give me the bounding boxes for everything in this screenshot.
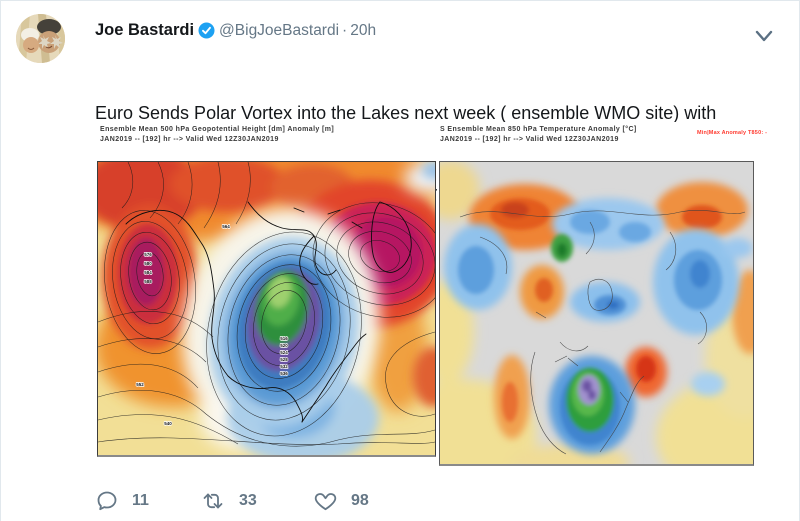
svg-text:536: 536 (280, 371, 288, 376)
minmax-anomaly-label: Min|Max Anomaly T850: - (697, 130, 768, 136)
svg-text:520: 520 (280, 343, 288, 348)
svg-text:552: 552 (136, 382, 144, 387)
tweet-text-line: Euro Sends Polar Vortex into the Lakes n… (95, 103, 717, 123)
map-left-title: Ensemble Mean 500 hPa Geopotential Heigh… (100, 126, 335, 143)
reply-button[interactable]: 11 (95, 489, 149, 513)
map-500hpa-image: 576 580 584 588 516 520 524 528 532 536 … (97, 161, 436, 457)
engagement-bar: 11 33 98 (1, 487, 800, 517)
photo-850hpa-map[interactable]: S Ensemble Mean 850 hPa Temperature Anom… (437, 122, 797, 467)
reply-count[interactable]: 11 (132, 492, 149, 509)
svg-text:532: 532 (280, 364, 288, 369)
like-button[interactable]: 98 (313, 489, 369, 513)
svg-text:584: 584 (144, 270, 152, 275)
cold-temperature-blobs (444, 198, 753, 454)
contour-value-labels: 576 580 584 588 516 520 524 528 532 536 … (136, 223, 289, 426)
coastlines (125, 201, 412, 423)
svg-text:516: 516 (280, 336, 288, 341)
coastlines (459, 209, 746, 455)
svg-text:576: 576 (144, 252, 152, 257)
avatar[interactable] (16, 14, 65, 63)
chevron-down-icon[interactable] (753, 27, 775, 45)
svg-text:588: 588 (144, 279, 152, 284)
warm-temperature-blobs (469, 182, 753, 439)
media-attachments: Ensemble Mean 500 hPa Geopotential Heigh… (34, 122, 797, 467)
verified-badge-icon (198, 22, 215, 39)
tweet-header: Joe Bastardi @BigJoeBastardi · 20h (95, 21, 376, 40)
meta-separator: · (342, 21, 348, 39)
heart-icon (314, 493, 337, 511)
svg-text:580: 580 (144, 261, 152, 266)
map-850hpa-image (439, 161, 754, 466)
retweet-icon (203, 493, 223, 509)
warm-anomaly-blobs (98, 162, 435, 412)
svg-text:528: 528 (280, 357, 288, 362)
like-count[interactable]: 98 (351, 492, 369, 509)
svg-text:564: 564 (222, 224, 230, 229)
height-contour-lines (98, 162, 435, 447)
map-right-title: S Ensemble Mean 850 hPa Temperature Anom… (440, 126, 637, 143)
retweet-count[interactable]: 33 (239, 492, 257, 509)
svg-text:540: 540 (164, 421, 172, 426)
avatar-photo (16, 14, 65, 63)
retweet-button[interactable]: 33 (200, 489, 257, 513)
svg-text:524: 524 (280, 350, 288, 355)
reply-icon (97, 491, 117, 511)
timestamp: 20h (350, 21, 377, 39)
handle-and-time[interactable]: @BigJoeBastardi · 20h (219, 22, 376, 40)
author-name[interactable]: Joe Bastardi (95, 21, 195, 39)
photo-500hpa-map[interactable]: Ensemble Mean 500 hPa Geopotential Heigh… (34, 122, 436, 467)
handle: @BigJoeBastardi (219, 21, 340, 39)
